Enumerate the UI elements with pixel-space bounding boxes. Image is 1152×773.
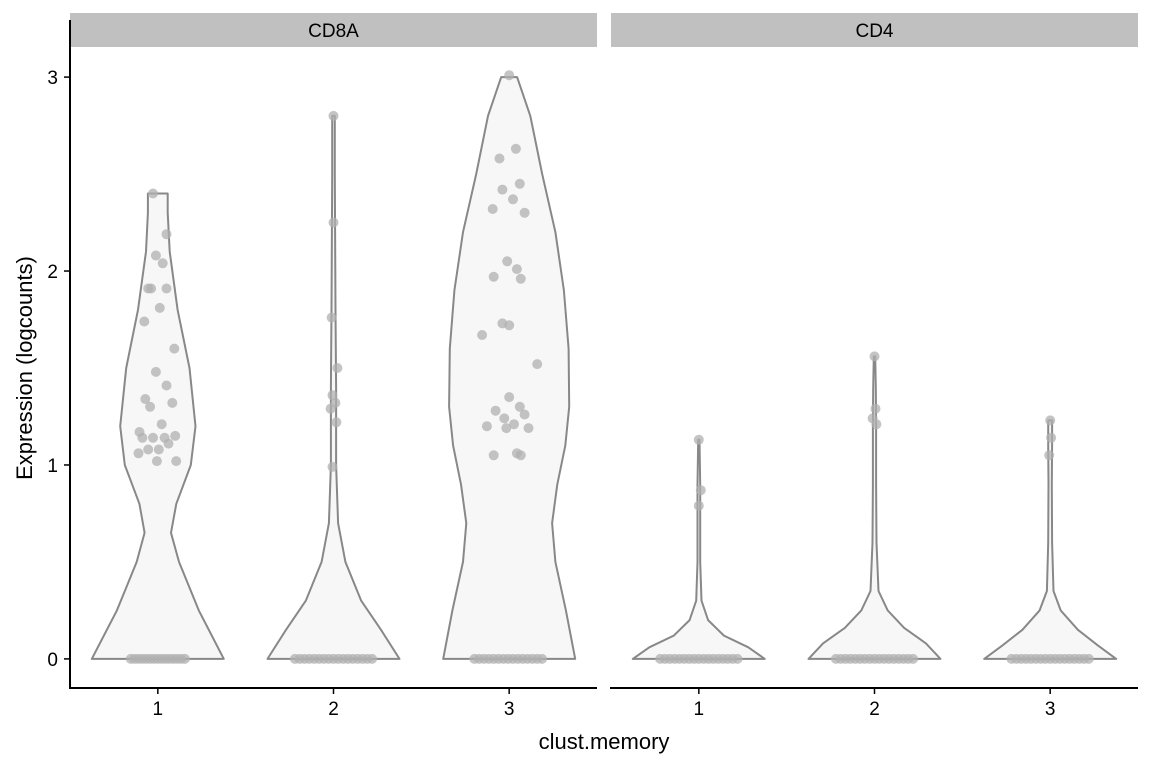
facet-strip-label: CD4 (855, 21, 893, 42)
data-point (137, 432, 148, 443)
data-point (695, 485, 706, 496)
data-point (693, 500, 704, 511)
data-point (693, 434, 704, 445)
data-point (871, 419, 882, 430)
data-point (870, 403, 881, 414)
data-point (488, 271, 499, 282)
data-point (146, 283, 157, 294)
data-point (328, 110, 339, 121)
data-point (161, 229, 172, 240)
data-point (488, 450, 499, 461)
data-point (514, 178, 525, 189)
data-point (156, 419, 167, 430)
data-point (145, 401, 156, 412)
data-point (494, 153, 505, 164)
data-point (1083, 653, 1094, 664)
x-axis-title: clust.memory (539, 729, 670, 754)
data-point (908, 653, 919, 664)
facet-strip (70, 13, 597, 47)
data-point (1045, 415, 1056, 426)
data-point (1046, 432, 1057, 443)
data-point (532, 359, 543, 370)
data-point (161, 380, 172, 391)
y-tick-label: 0 (47, 650, 58, 671)
data-point (511, 264, 522, 275)
data-point (502, 256, 513, 267)
data-point (504, 70, 515, 81)
data-point (515, 450, 526, 461)
data-point (161, 283, 172, 294)
data-point (327, 461, 338, 472)
data-point (515, 273, 526, 284)
data-point (139, 316, 150, 327)
y-axis: 0 1 2 3 (47, 20, 71, 688)
data-point (477, 330, 488, 340)
data-point (163, 438, 174, 449)
data-point (510, 143, 521, 154)
facet-strip (611, 13, 1138, 47)
facet-panel-cd4: CD4 1 2 3 (610, 13, 1138, 720)
y-tick-label: 1 (47, 456, 58, 477)
data-point (157, 258, 168, 269)
x-tick-label: 3 (504, 699, 515, 720)
data-point (501, 423, 512, 434)
data-point (732, 653, 743, 664)
data-point (499, 413, 510, 424)
x-tick-label: 2 (869, 699, 880, 720)
data-point (326, 312, 337, 323)
data-point (523, 423, 534, 434)
data-point (179, 653, 190, 664)
data-point (332, 363, 343, 373)
data-point (148, 432, 158, 443)
data-point (514, 401, 525, 412)
y-tick-label: 2 (47, 262, 58, 283)
data-point (537, 653, 547, 664)
data-point (504, 392, 515, 403)
data-point (133, 448, 144, 459)
facet-strip-label: CD8A (308, 21, 359, 42)
facet-panels: CD8A 1 2 3 CD4 1 2 3 (69, 13, 1138, 720)
x-tick-label: 1 (694, 699, 705, 720)
data-point (490, 405, 501, 416)
data-point (143, 444, 154, 455)
data-point (1044, 450, 1055, 461)
data-point (330, 397, 341, 408)
data-point (154, 302, 165, 313)
data-point (481, 421, 492, 432)
data-point (487, 204, 498, 214)
data-point (509, 419, 519, 430)
x-tick-label: 3 (1045, 699, 1056, 720)
data-point (869, 351, 880, 362)
data-point (331, 417, 342, 428)
y-axis-title: Expression (logcounts) (12, 256, 37, 480)
data-point (508, 194, 518, 205)
data-point (171, 456, 182, 467)
data-point (148, 188, 158, 199)
facet-panel-cd8a: CD8A 1 2 3 (69, 13, 597, 720)
data-point (153, 444, 164, 455)
data-point (519, 409, 530, 420)
data-point (170, 430, 181, 441)
data-point (328, 217, 339, 228)
x-tick-label: 1 (153, 699, 164, 720)
x-tick-label: 2 (328, 699, 339, 720)
data-point (140, 394, 151, 404)
data-point (504, 320, 515, 331)
data-point (497, 184, 508, 195)
data-point (519, 207, 530, 218)
data-point (367, 653, 378, 664)
data-point (150, 366, 161, 377)
data-point (327, 390, 338, 401)
data-point (150, 250, 161, 261)
data-point (167, 397, 178, 408)
data-point (151, 456, 162, 467)
y-tick-label: 3 (47, 68, 58, 89)
data-point (169, 343, 180, 354)
